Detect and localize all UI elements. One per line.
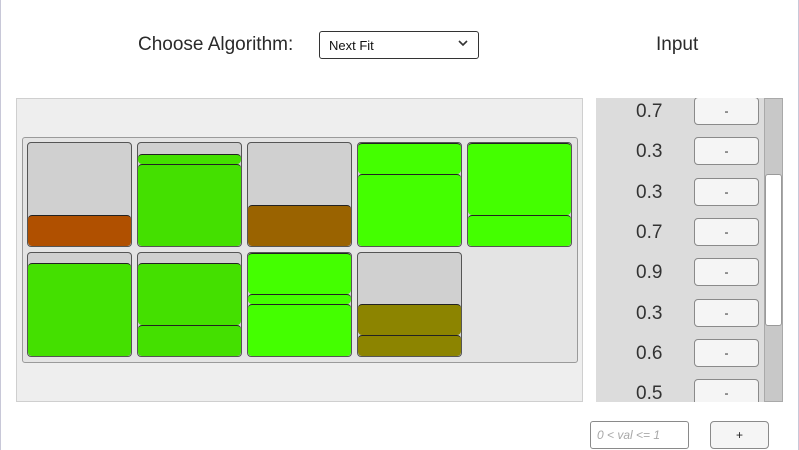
bin-item (248, 205, 351, 246)
bin (247, 142, 352, 247)
remove-value-button[interactable]: - (694, 379, 759, 402)
input-list[interactable]: 0.7 - 0.3 - 0.3 - 0.7 - 0.9 - 0.3 - 0.6 - 0.5 - (596, 98, 783, 402)
remove-value-button[interactable]: - (694, 177, 759, 206)
bin-item (28, 263, 131, 356)
bin-item (358, 304, 461, 335)
input-value: 0.7 (636, 101, 663, 122)
bin (357, 252, 462, 357)
bin-item (358, 143, 461, 174)
chevron-down-icon (457, 37, 469, 52)
input-value: 0.7 (636, 221, 663, 243)
remove-value-button[interactable]: - (694, 338, 759, 367)
bin (247, 252, 352, 357)
algorithm-label: Choose Algorithm: (138, 34, 294, 55)
remove-value-button[interactable]: - (694, 217, 759, 246)
input-list-row: 0.3 - (596, 172, 762, 212)
bin (27, 142, 132, 247)
input-value: 0.3 (636, 302, 663, 324)
input-list-row: 0.9 - (596, 252, 762, 292)
bin-item (138, 154, 241, 164)
bin (357, 142, 462, 247)
bin-item (138, 263, 241, 325)
input-list-row: 0.3 - (596, 293, 762, 333)
input-value: 0.9 (636, 262, 663, 284)
algorithm-selected-value: Next Fit (329, 37, 374, 53)
input-value: 0.3 (636, 141, 663, 163)
bin-item (248, 253, 351, 294)
input-list-row: 0.3 - (596, 131, 762, 171)
remove-value-button[interactable]: - (694, 98, 759, 125)
bin (137, 252, 242, 357)
bin-item (358, 174, 461, 246)
bin-item (468, 215, 571, 246)
input-list-row: 0.7 - (596, 98, 762, 131)
bin-item (248, 294, 351, 304)
bin (467, 142, 572, 247)
bin-item (138, 325, 241, 356)
bin-item (468, 143, 571, 215)
input-value: 0.6 (636, 342, 663, 364)
bin-item (138, 164, 241, 246)
bin-item (248, 304, 351, 356)
add-value-button[interactable]: + (710, 421, 769, 449)
input-list-row: 0.6 - (596, 333, 762, 373)
input-list-row: 0.7 - (596, 212, 762, 252)
bin (137, 142, 242, 247)
bin-item (28, 215, 131, 246)
input-title: Input (656, 34, 699, 55)
input-list-scroll-thumb[interactable] (765, 174, 782, 326)
remove-value-button[interactable]: - (694, 258, 759, 287)
algorithm-select[interactable]: Next Fit (319, 31, 479, 59)
bin (27, 252, 132, 357)
bin-item (358, 335, 461, 356)
new-value-input[interactable] (590, 421, 689, 449)
input-list-row: 0.5 - (596, 373, 762, 402)
bins-grid (22, 137, 578, 363)
remove-value-button[interactable]: - (694, 298, 759, 327)
remove-value-button[interactable]: - (694, 137, 759, 166)
input-value: 0.5 (636, 383, 663, 402)
input-value: 0.3 (636, 181, 663, 203)
